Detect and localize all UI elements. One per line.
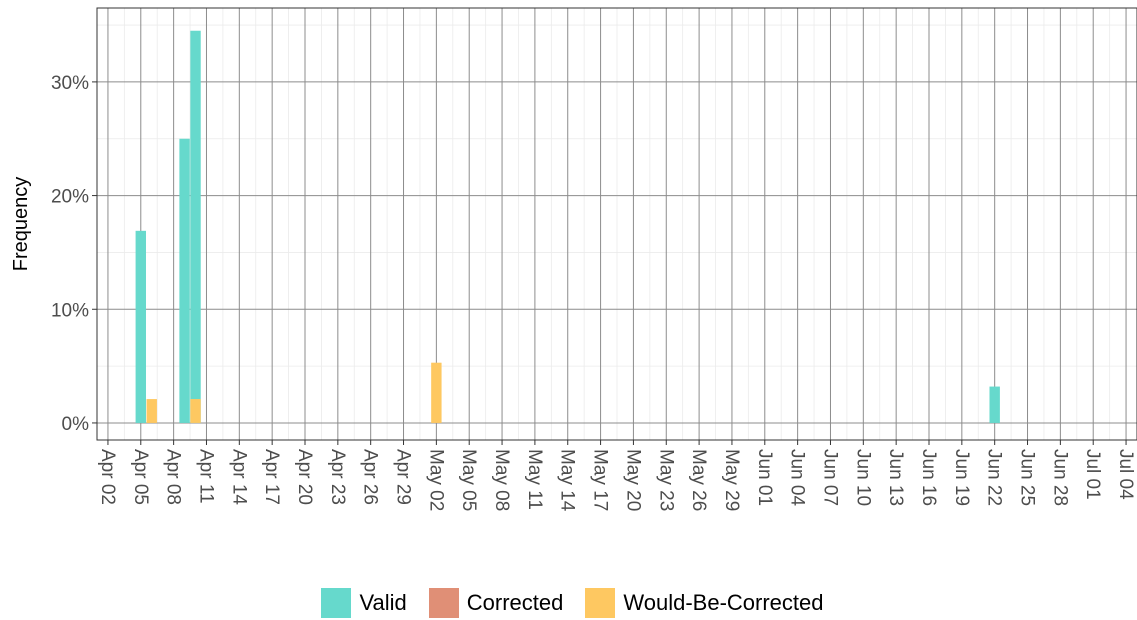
bar-valid xyxy=(989,386,1000,423)
x-tick-label: Jun 25 xyxy=(1017,449,1038,506)
x-tick-label: Jun 19 xyxy=(951,449,972,506)
x-tick-label: May 20 xyxy=(622,449,643,511)
x-tick-label: May 08 xyxy=(491,449,512,511)
x-tick-label: Apr 14 xyxy=(228,449,249,505)
x-tick-label: Apr 08 xyxy=(163,449,184,505)
x-tick-label: Jun 13 xyxy=(885,449,906,506)
x-tick-label: Apr 29 xyxy=(393,449,414,505)
x-tick-label: Apr 02 xyxy=(97,449,118,505)
x-tick-label: Jul 01 xyxy=(1082,449,1103,500)
x-tick-label: May 14 xyxy=(557,449,578,512)
bar-would-be-corrected xyxy=(431,362,442,423)
x-tick-label: Jun 16 xyxy=(918,449,939,506)
x-tick-label: Apr 17 xyxy=(261,449,282,505)
x-tick-label: Jun 07 xyxy=(819,449,840,506)
x-tick-label: Apr 11 xyxy=(195,449,216,504)
x-tick-label: May 17 xyxy=(590,449,611,511)
legend-item-corrected: Corrected xyxy=(428,588,564,618)
legend: Valid Corrected Would-Be-Corrected xyxy=(0,586,1137,620)
y-tick-label: 0% xyxy=(62,414,90,435)
x-tick-label: Jun 28 xyxy=(1049,449,1070,506)
y-tick-label: 10% xyxy=(51,300,89,321)
grid xyxy=(97,8,1137,440)
legend-swatch-valid xyxy=(321,588,352,618)
x-tick-label: Jun 10 xyxy=(852,449,873,506)
legend-label-would-be-corrected: Would-Be-Corrected xyxy=(623,590,824,615)
bar-valid xyxy=(179,138,190,423)
x-tick-label: Apr 26 xyxy=(360,449,381,505)
x-tick-label: Jun 01 xyxy=(754,449,775,506)
bars xyxy=(135,30,1000,423)
bar-valid xyxy=(190,30,201,423)
legend-label-corrected: Corrected xyxy=(466,590,564,615)
y-tick-label: 20% xyxy=(51,187,89,208)
axes: 0% 10% 20% 30% Apr 02 Apr 05 Apr 08 Apr 11 Apr 1… xyxy=(51,73,1136,512)
x-tick-label: Jul 04 xyxy=(1115,449,1136,500)
legend-label-valid: Valid xyxy=(359,590,407,615)
legend-swatch-would-be-corrected xyxy=(585,588,616,618)
y-axis-title: Frequency xyxy=(10,177,32,272)
x-tick-label: May 23 xyxy=(655,449,676,511)
x-tick-label: Jun 04 xyxy=(787,449,808,506)
bar-valid xyxy=(135,230,146,423)
bar-would-be-corrected xyxy=(190,399,201,423)
x-tick-label: May 05 xyxy=(458,449,479,511)
x-tick-label: Apr 20 xyxy=(294,449,315,505)
legend-item-would-be-corrected: Would-Be-Corrected xyxy=(585,588,824,618)
x-tick-label: Apr 05 xyxy=(130,449,151,505)
x-tick-label: Apr 23 xyxy=(327,449,348,505)
legend-item-valid: Valid xyxy=(321,588,407,618)
legend-swatch-corrected xyxy=(428,588,459,618)
y-tick-label: 30% xyxy=(51,73,89,94)
x-tick-label: Jun 22 xyxy=(984,449,1005,506)
bar-would-be-corrected xyxy=(146,399,157,423)
x-tick-label: May 26 xyxy=(688,449,709,511)
x-tick-label: May 02 xyxy=(425,449,446,511)
x-tick-label: May 29 xyxy=(721,449,742,511)
x-tick-label: May 11 xyxy=(524,449,545,510)
plot-panel-border xyxy=(96,7,1137,441)
